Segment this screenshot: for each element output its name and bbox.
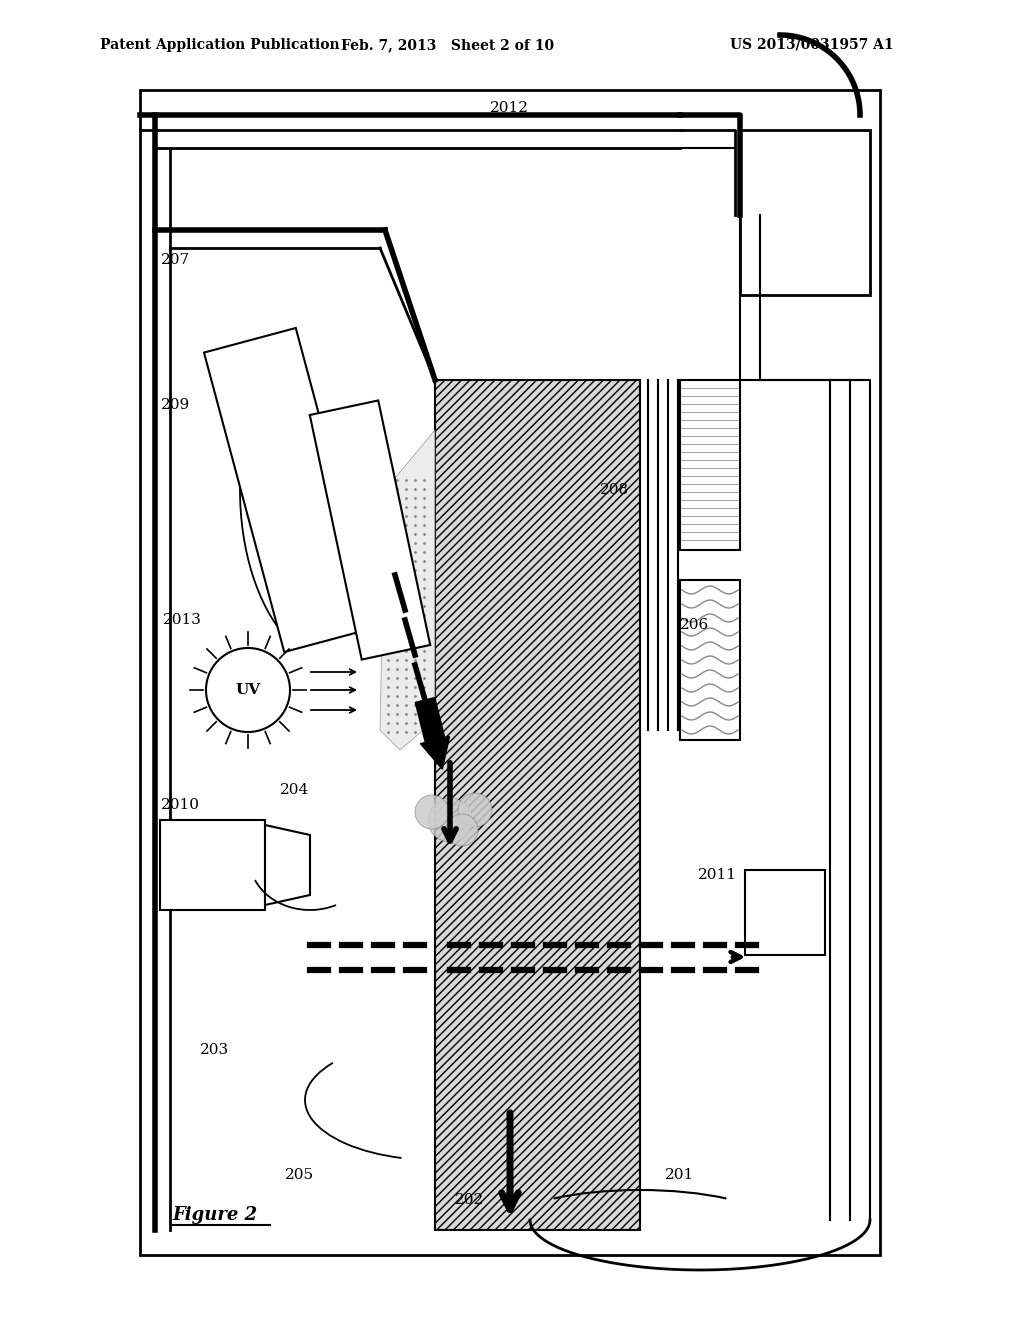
Text: 205: 205 — [285, 1168, 314, 1181]
Bar — [680, 579, 740, 741]
Text: Feb. 7, 2013   Sheet 2 of 10: Feb. 7, 2013 Sheet 2 of 10 — [341, 38, 555, 51]
Text: 203: 203 — [200, 1043, 229, 1057]
Bar — [435, 380, 640, 1230]
Polygon shape — [204, 327, 376, 652]
Text: 207: 207 — [161, 253, 190, 267]
Text: 206: 206 — [680, 618, 710, 632]
Text: 2010: 2010 — [161, 799, 200, 812]
Circle shape — [458, 793, 492, 828]
Text: 208: 208 — [600, 483, 629, 498]
Circle shape — [415, 795, 449, 829]
Text: 2011: 2011 — [698, 869, 737, 882]
Polygon shape — [310, 400, 430, 660]
Text: 209: 209 — [161, 399, 190, 412]
Polygon shape — [380, 430, 435, 750]
Text: 202: 202 — [455, 1193, 484, 1206]
Polygon shape — [265, 825, 310, 906]
Text: Patent Application Publication: Patent Application Publication — [100, 38, 340, 51]
Bar — [740, 129, 870, 294]
Circle shape — [446, 814, 478, 846]
Text: 201: 201 — [665, 1168, 694, 1181]
Text: UV: UV — [236, 682, 260, 697]
Bar — [745, 870, 825, 954]
Bar — [160, 820, 265, 909]
Circle shape — [428, 799, 472, 842]
Circle shape — [206, 648, 290, 733]
Bar — [140, 90, 880, 1255]
Text: 2012: 2012 — [490, 102, 529, 115]
Text: 204: 204 — [280, 783, 309, 797]
FancyArrow shape — [416, 697, 450, 770]
Text: US 2013/0031957 A1: US 2013/0031957 A1 — [730, 38, 894, 51]
Text: 2013: 2013 — [163, 612, 202, 627]
Bar — [680, 380, 740, 550]
Text: Figure 2: Figure 2 — [172, 1206, 257, 1224]
